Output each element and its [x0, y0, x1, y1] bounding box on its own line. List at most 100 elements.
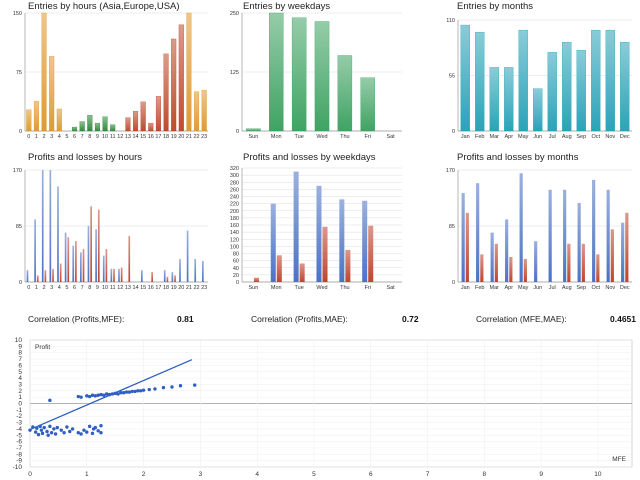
- entries-weekdays-xtick-label: Thu: [340, 134, 349, 140]
- entries-hours-ytick-label: 75: [16, 70, 22, 76]
- entries-months-xtick-label: Mar: [490, 134, 500, 140]
- pl-months-xtick-label: Jun: [533, 285, 542, 291]
- pl-hours-losses-bar-11: [113, 268, 115, 282]
- entries-months-xtick-label: Jan: [461, 134, 470, 140]
- pl-weekdays-ytick-label: 200: [230, 209, 239, 215]
- pl-weekdays-profits-bar-thu: [339, 199, 345, 282]
- pl-months-losses-bar-oct: [596, 254, 600, 282]
- scatter-point: [45, 429, 49, 434]
- correlation-label-mfe-mae: Correlation (MFE,MAE):: [476, 314, 567, 324]
- pl-weekdays-ytick-label: 300: [230, 173, 239, 179]
- pl-hours-losses-bar-12: [120, 267, 123, 282]
- correlation-label-profits-mae: Correlation (Profits,MAE):: [251, 314, 348, 324]
- pl-weekdays-ytick-label: 220: [230, 202, 239, 208]
- correlation-value-profits-mfe: 0.81: [177, 314, 194, 324]
- pl-hours-profits-bar-5: [64, 232, 67, 282]
- scatter-point: [124, 390, 129, 394]
- scatter-point: [90, 393, 95, 397]
- pl-hours-xtick-label: 17: [155, 285, 161, 291]
- entries-hours-bar-8: [87, 115, 93, 132]
- pl-weekdays-ytick-label: 60: [233, 259, 239, 265]
- pl-hours-xtick-label: 20: [178, 285, 184, 291]
- scatter-xtick-label: 8: [483, 471, 487, 478]
- entries-weekdays-xtick-label: Fri: [365, 134, 371, 140]
- entries-hours-xtick-label: 15: [140, 134, 146, 140]
- pl-months-xtick-label: Jan: [461, 285, 470, 291]
- pl-weekdays-ytick-label: 80: [233, 252, 239, 258]
- pl-months-losses-bar-apr: [509, 256, 513, 282]
- pl-months-profits-bar-jun: [534, 241, 538, 282]
- pl-months-xtick-label: Mar: [490, 285, 500, 291]
- scatter-ytick-label: 2: [18, 388, 22, 395]
- scatter-point: [52, 427, 56, 431]
- scatter-point: [65, 425, 69, 429]
- scatter-ytick-label: -1: [16, 407, 22, 414]
- pl-hours-xtick-label: 21: [186, 285, 192, 291]
- entries-months-bar-jul: [547, 52, 557, 132]
- pl-hours-profits-bar-18: [163, 270, 166, 282]
- entries-hours-bar-1: [33, 100, 39, 132]
- pl-hours-xtick-label: 15: [140, 285, 146, 291]
- pl-weekdays-ytick-label: 0: [236, 280, 239, 286]
- pl-weekdays-ytick-label: 120: [230, 237, 239, 243]
- scatter-point: [147, 387, 151, 392]
- scatter-point: [133, 389, 137, 394]
- pl-hours-xtick-label: 13: [125, 285, 131, 291]
- chart-title-entries-hours: Entries by hours (Asia,Europe,USA): [28, 1, 180, 12]
- scatter-point: [49, 431, 54, 435]
- scatter-point: [122, 391, 126, 395]
- chart-title-pl-weekdays: Profits and losses by weekdays: [243, 152, 376, 163]
- pl-months-xtick-label: Sep: [576, 285, 586, 291]
- pl-hours-xtick-label: 23: [201, 285, 207, 291]
- entries-hours-bar-18: [163, 53, 169, 132]
- pl-weekdays-xtick-label: Sun: [249, 285, 259, 291]
- scatter-ytick-label: 3: [18, 381, 22, 388]
- scatter-ytick-label: -2: [16, 413, 22, 420]
- entries-hours-bar-11: [110, 124, 116, 132]
- pl-hours-profits-bar-7: [80, 252, 82, 282]
- entries-weekdays-xtick-label: Wed: [316, 134, 327, 140]
- entries-months-bar-aug: [562, 42, 572, 132]
- entries-weekdays-bar-mon: [269, 12, 284, 132]
- entries-hours-bar-15: [140, 101, 146, 132]
- scatter-ytick-label: 8: [18, 350, 22, 357]
- scatter-point: [153, 387, 157, 391]
- pl-hours-xtick-label: 19: [171, 285, 177, 291]
- entries-months-bar-jan: [460, 24, 470, 132]
- pl-hours-xtick-label: 14: [133, 285, 139, 291]
- pl-hours-profits-bar-19: [171, 272, 174, 282]
- entries-hours-bar-21: [186, 12, 192, 132]
- entries-hours-bar-14: [133, 111, 139, 132]
- pl-months-profits-bar-mar: [490, 232, 494, 282]
- entries-months-bar-feb: [475, 31, 485, 132]
- pl-months-profits-bar-oct: [592, 179, 596, 282]
- entries-hours-bar-2: [41, 12, 47, 132]
- scatter-xtick-label: 9: [539, 471, 543, 478]
- pl-weekdays-ytick-label: 40: [233, 266, 239, 272]
- scatter-ytick-label: -6: [16, 439, 22, 446]
- entries-months-bar-mar: [489, 67, 499, 132]
- scatter-xtick-label: 4: [255, 471, 259, 478]
- entries-hours-xtick-label: 10: [102, 134, 108, 140]
- pl-hours-profits-bar-20: [179, 258, 181, 282]
- entries-months-xtick-label: Dec: [620, 134, 630, 140]
- entries-hours-xtick-label: 9: [96, 134, 99, 140]
- pl-weekdays-xtick-label: Mon: [271, 285, 282, 291]
- correlation-label-profits-mfe: Correlation (Profits,MFE):: [28, 314, 125, 324]
- pl-hours-losses-bar-4: [59, 263, 62, 282]
- scatter-point: [59, 428, 63, 432]
- pl-weekdays-ytick-label: 140: [230, 230, 239, 236]
- scatter-point: [127, 390, 132, 394]
- pl-months-xtick-label: Nov: [605, 285, 615, 291]
- entries-hours-xtick-label: 14: [133, 134, 139, 140]
- entries-months-xtick-label: Nov: [605, 134, 615, 140]
- entries-hours-xtick-label: 7: [81, 134, 84, 140]
- entries-months-bar-oct: [591, 29, 601, 132]
- pl-weekdays-ytick-label: 100: [230, 244, 239, 250]
- pl-hours-ytick-label: 85: [16, 224, 22, 230]
- pl-weekdays-losses-bar-tue: [299, 263, 305, 282]
- pl-hours-losses-bar-19: [174, 275, 176, 282]
- entries-weekdays-ytick-label: 125: [230, 70, 239, 76]
- scatter-point: [141, 388, 146, 392]
- scatter-point: [33, 430, 38, 434]
